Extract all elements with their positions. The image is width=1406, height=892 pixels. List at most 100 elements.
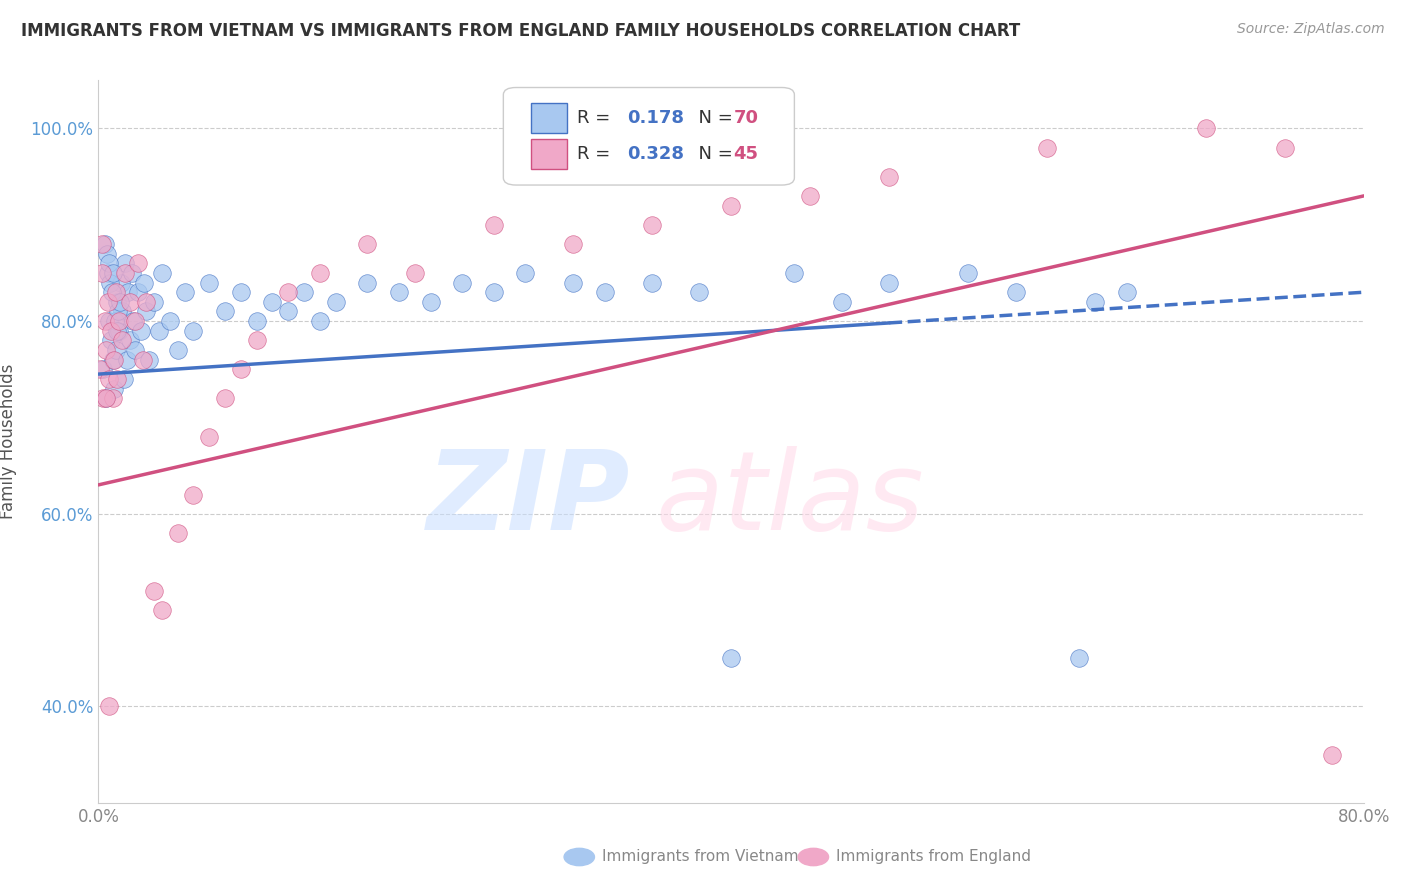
Point	[107, 304, 129, 318]
Point	[482, 285, 505, 300]
Point	[356, 237, 378, 252]
Point	[120, 294, 141, 309]
Point	[103, 266, 125, 280]
Point	[96, 391, 118, 405]
Text: R =: R =	[576, 145, 616, 163]
Point	[720, 651, 742, 665]
Point	[561, 276, 585, 290]
Point	[107, 294, 129, 309]
Point	[561, 237, 585, 252]
Point	[404, 266, 426, 280]
Point	[783, 266, 806, 280]
Point	[1036, 141, 1059, 155]
Point	[198, 430, 221, 444]
Point	[93, 237, 117, 252]
Point	[419, 294, 441, 309]
Point	[96, 246, 118, 260]
Point	[121, 266, 143, 280]
Point	[309, 314, 332, 328]
Text: IMMIGRANTS FROM VIETNAM VS IMMIGRANTS FROM ENGLAND FAMILY HOUSEHOLDS CORRELATION: IMMIGRANTS FROM VIETNAM VS IMMIGRANTS FR…	[21, 22, 1021, 40]
Point	[138, 352, 160, 367]
Point	[246, 314, 269, 328]
Point	[831, 294, 853, 309]
Point	[103, 352, 125, 367]
Point	[356, 276, 378, 290]
Point	[957, 266, 980, 280]
Point	[115, 352, 138, 367]
Point	[91, 237, 114, 252]
Point	[309, 266, 332, 280]
Point	[93, 314, 117, 328]
Text: Immigrants from Vietnam: Immigrants from Vietnam	[602, 849, 799, 864]
Point	[91, 391, 114, 405]
Point	[1004, 285, 1026, 300]
Circle shape	[564, 848, 595, 865]
Point	[1069, 651, 1091, 665]
Point	[98, 372, 121, 386]
FancyBboxPatch shape	[531, 103, 567, 133]
Point	[262, 294, 284, 309]
Point	[292, 285, 315, 300]
Text: 0.178: 0.178	[627, 109, 685, 127]
Point	[142, 294, 165, 309]
Point	[150, 266, 173, 280]
Point	[132, 352, 155, 367]
Text: 70: 70	[734, 109, 759, 127]
Point	[877, 276, 901, 290]
Point	[103, 382, 125, 396]
Point	[100, 334, 122, 348]
Point	[641, 276, 664, 290]
Point	[246, 334, 269, 348]
Point	[91, 362, 114, 376]
Text: N =: N =	[686, 109, 738, 127]
Point	[134, 276, 156, 290]
Point	[593, 285, 616, 300]
Y-axis label: Family Households: Family Households	[0, 364, 17, 519]
Point	[135, 304, 157, 318]
Point	[98, 314, 121, 328]
Point	[229, 285, 252, 300]
Point	[120, 334, 141, 348]
Point	[198, 276, 221, 290]
Text: atlas: atlas	[655, 446, 924, 553]
Point	[101, 352, 124, 367]
Point	[166, 343, 188, 357]
Point	[104, 343, 127, 357]
Point	[112, 372, 135, 386]
Point	[127, 256, 149, 270]
Point	[104, 314, 127, 328]
Point	[105, 324, 128, 338]
Text: Immigrants from England: Immigrants from England	[837, 849, 1031, 864]
FancyBboxPatch shape	[503, 87, 794, 185]
Point	[104, 285, 127, 300]
Point	[97, 294, 120, 309]
Point	[94, 391, 117, 405]
Point	[325, 294, 347, 309]
Point	[277, 304, 299, 318]
Point	[388, 285, 411, 300]
Text: ZIP: ZIP	[426, 446, 630, 553]
Point	[1322, 747, 1344, 762]
Point	[174, 285, 197, 300]
Point	[135, 294, 157, 309]
Text: R =: R =	[576, 109, 616, 127]
Point	[159, 314, 181, 328]
Point	[108, 294, 131, 309]
Text: Source: ZipAtlas.com: Source: ZipAtlas.com	[1237, 22, 1385, 37]
Point	[142, 583, 165, 598]
Point	[183, 324, 205, 338]
Point	[482, 218, 505, 232]
Point	[451, 276, 474, 290]
Point	[97, 266, 120, 280]
Point	[111, 334, 134, 348]
Point	[277, 285, 299, 300]
Point	[122, 314, 145, 328]
Point	[108, 324, 131, 338]
Point	[96, 343, 118, 357]
Point	[515, 266, 537, 280]
Point	[1115, 285, 1137, 300]
Text: 45: 45	[734, 145, 759, 163]
FancyBboxPatch shape	[531, 139, 567, 169]
Point	[107, 372, 129, 386]
Text: N =: N =	[686, 145, 738, 163]
